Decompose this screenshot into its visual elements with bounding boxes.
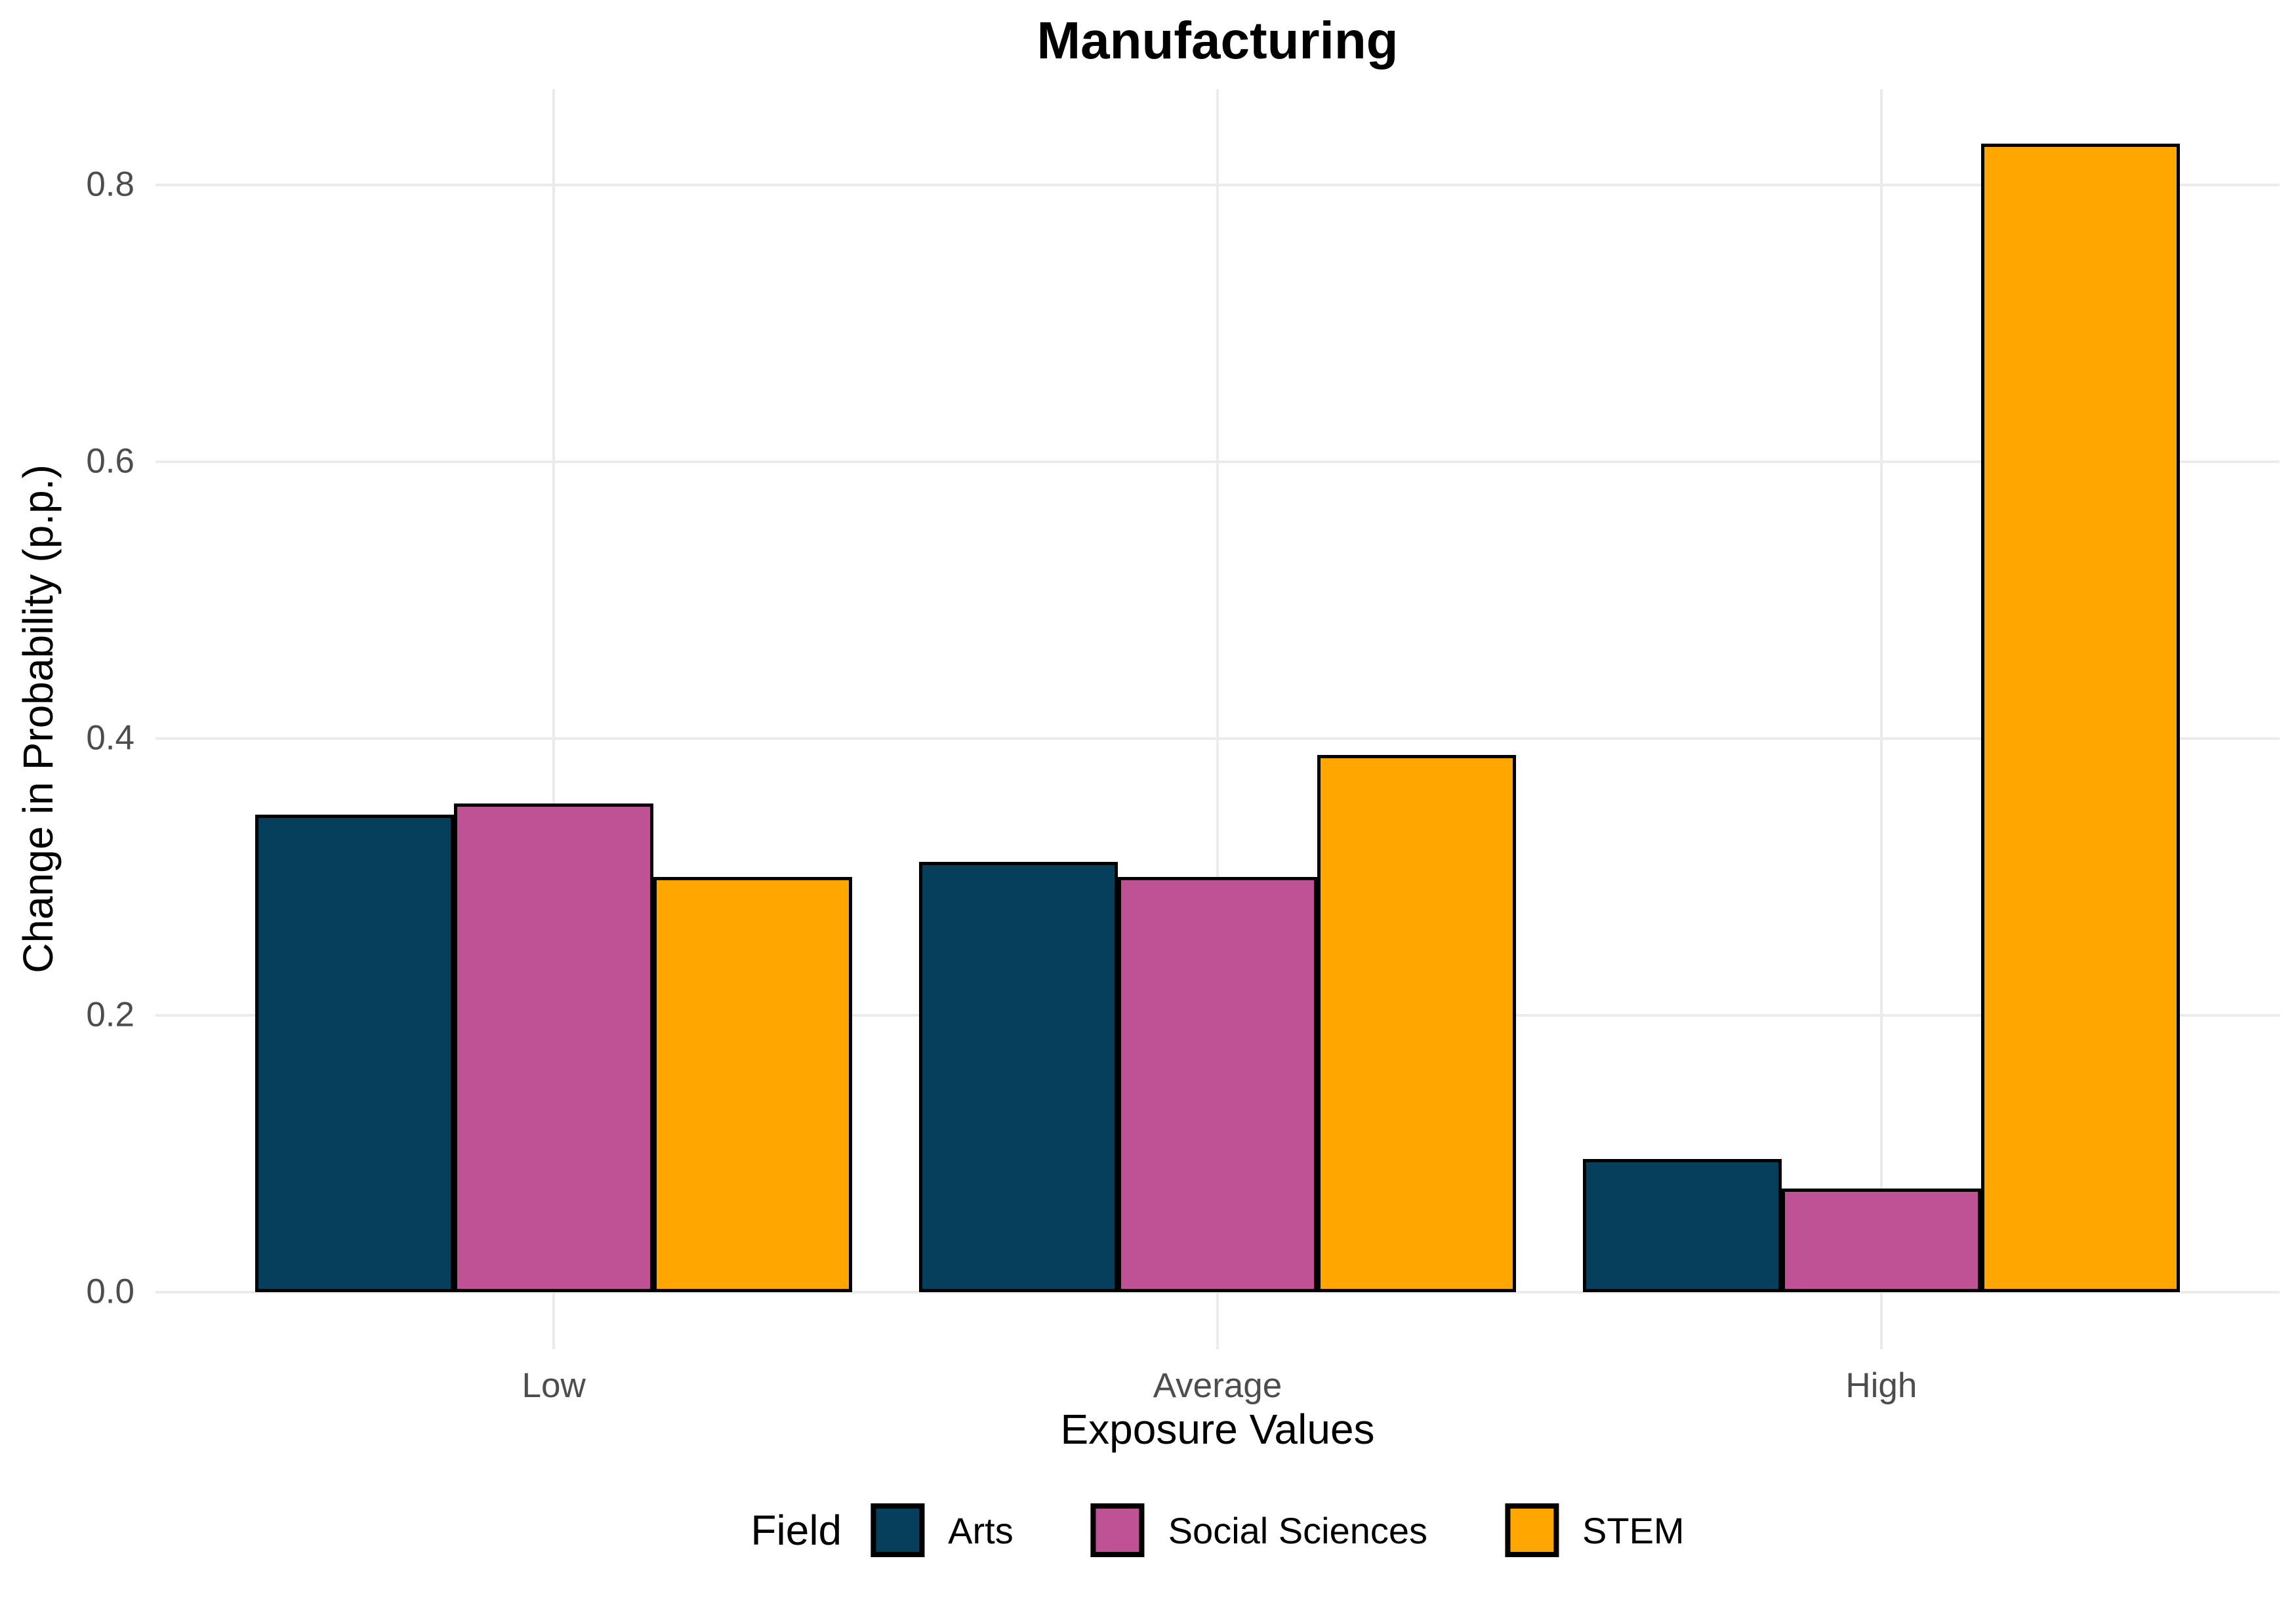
v-gridline (552, 89, 556, 1349)
bar (653, 877, 853, 1292)
bar (1118, 877, 1317, 1292)
legend-item-label: STEM (1582, 1509, 1685, 1551)
y-tick-label: 0.4 (86, 718, 134, 758)
legend-item: Social Sciences (1090, 1503, 1428, 1557)
y-tick-label: 0.6 (86, 441, 134, 481)
x-tick-label: High (1845, 1366, 1917, 1405)
bar (1317, 755, 1517, 1292)
bar (918, 861, 1118, 1292)
y-tick-label: 0.2 (86, 995, 134, 1034)
x-tick-label: Low (522, 1366, 586, 1405)
legend-item: STEM (1505, 1503, 1685, 1557)
x-axis-title: Exposure Values (1060, 1406, 1375, 1453)
legend-title: Field (750, 1507, 842, 1554)
bar (1582, 1159, 1782, 1292)
v-gridline (1879, 89, 1883, 1349)
v-gridline (1216, 89, 1219, 1349)
legend: Field Arts Social Sciences STEM (750, 1503, 1685, 1557)
x-tick-label: Average (1153, 1366, 1282, 1405)
legend-item-label: Arts (948, 1509, 1014, 1551)
legend-swatch (871, 1503, 925, 1557)
bar (454, 804, 653, 1292)
bar (1782, 1188, 1981, 1292)
legend-swatch (1505, 1503, 1559, 1557)
legend-items: Arts Social Sciences STEM (871, 1503, 1685, 1557)
y-tick-label: 0.8 (86, 165, 134, 204)
legend-swatch (1090, 1503, 1145, 1557)
bar (255, 815, 455, 1292)
y-tick-label: 0.0 (86, 1272, 134, 1311)
legend-item-label: Social Sciences (1168, 1509, 1428, 1551)
chart-title: Manufacturing (1036, 11, 1399, 70)
bar (1980, 143, 2181, 1292)
legend-item: Arts (871, 1503, 1014, 1557)
